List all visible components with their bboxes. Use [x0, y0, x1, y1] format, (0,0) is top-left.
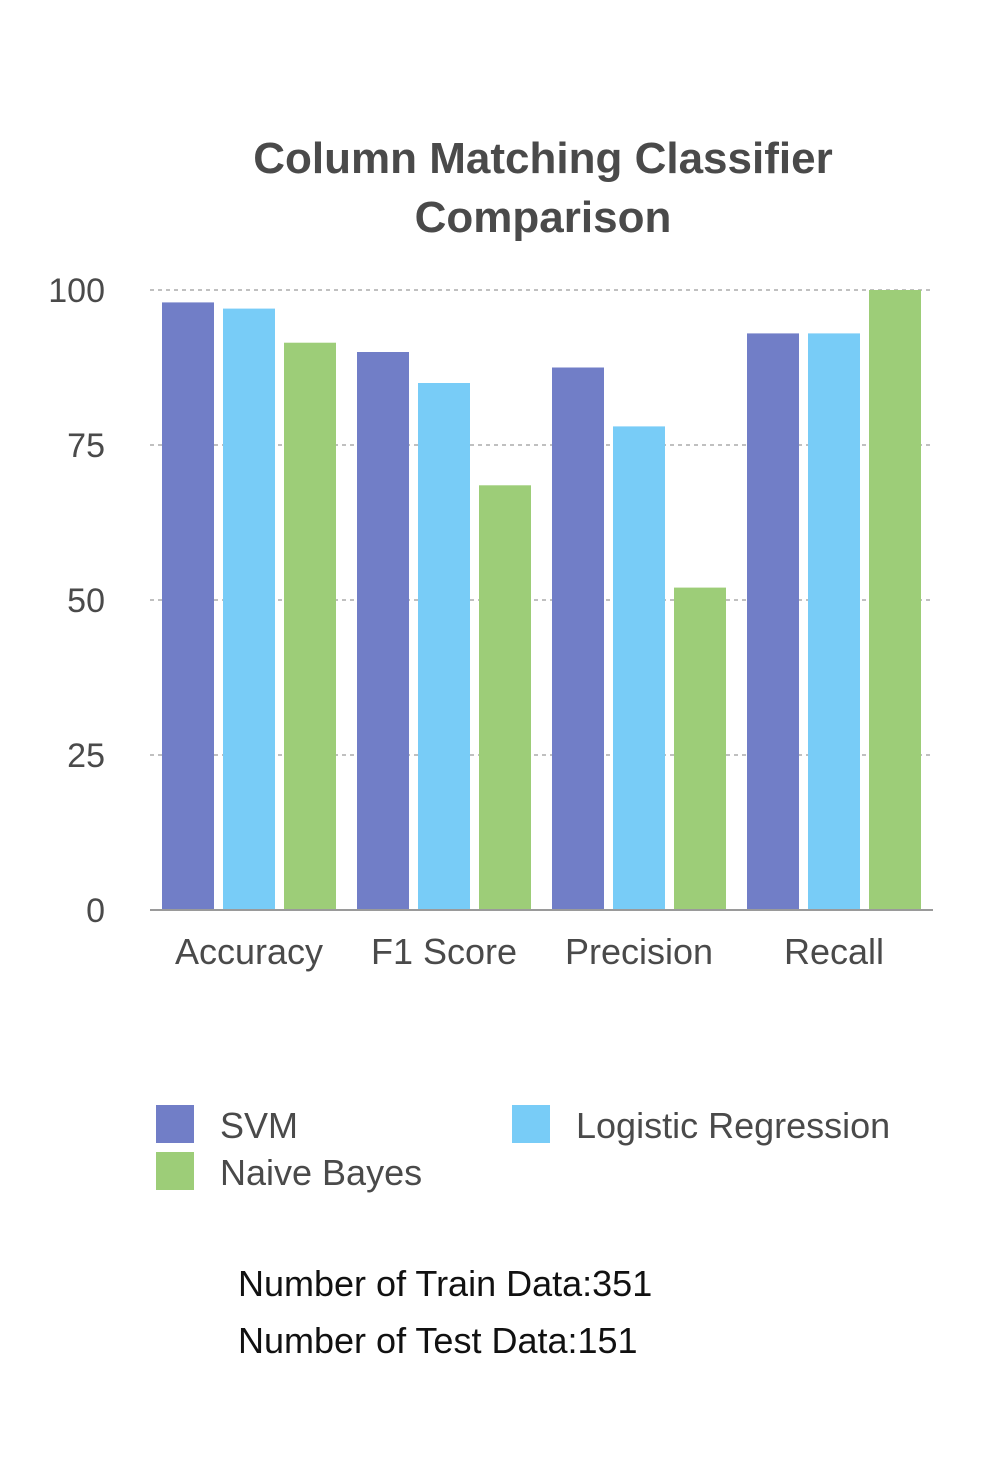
- legend-label-logistic-regression: Logistic Regression: [576, 1105, 890, 1146]
- legend-label-naive-bayes: Naive Bayes: [220, 1152, 422, 1193]
- train-data-count: Number of Train Data:351: [238, 1263, 652, 1304]
- x-category-label: Precision: [565, 931, 713, 972]
- bar-accuracy-svm: [162, 302, 214, 910]
- x-axis-category-labels: Accuracy F1 Score Precision Recall: [175, 931, 884, 972]
- y-tick-label: 0: [86, 892, 105, 930]
- bar-precision-svm: [552, 367, 604, 910]
- legend-swatch-naive-bayes: [156, 1152, 194, 1190]
- bar-f1-score-svm: [357, 352, 409, 910]
- x-category-label: Accuracy: [175, 931, 323, 972]
- bar-precision-naive-bayes: [674, 587, 726, 910]
- x-category-label: Recall: [784, 931, 884, 972]
- y-tick-label: 75: [67, 427, 105, 465]
- legend-swatch-logistic-regression: [512, 1105, 550, 1143]
- legend-label-svm: SVM: [220, 1105, 298, 1146]
- x-category-label: F1 Score: [371, 931, 517, 972]
- test-data-count: Number of Test Data:151: [238, 1320, 638, 1361]
- bar-precision-logistic-regression: [613, 426, 665, 910]
- y-tick-label: 100: [48, 272, 105, 310]
- chart-title-line-1: Column Matching Classifier: [253, 134, 832, 183]
- bars: [162, 290, 921, 911]
- legend-swatch-svm: [156, 1105, 194, 1143]
- y-axis-tick-labels: 0 25 50 75 100: [48, 272, 105, 930]
- gridlines: [150, 289, 933, 756]
- bar-recall-naive-bayes: [869, 290, 921, 910]
- bar-recall-svm: [747, 333, 799, 910]
- chart-title-line-2: Comparison: [415, 193, 672, 242]
- y-tick-label: 50: [67, 582, 105, 620]
- bar-accuracy-logistic-regression: [223, 308, 275, 911]
- legend: SVM Logistic Regression Naive Bayes: [156, 1105, 890, 1193]
- bar-f1-score-naive-bayes: [479, 485, 531, 910]
- bar-recall-logistic-regression: [808, 333, 860, 910]
- y-tick-label: 25: [67, 737, 105, 775]
- bar-accuracy-naive-bayes: [284, 342, 336, 910]
- bar-f1-score-logistic-regression: [418, 383, 470, 910]
